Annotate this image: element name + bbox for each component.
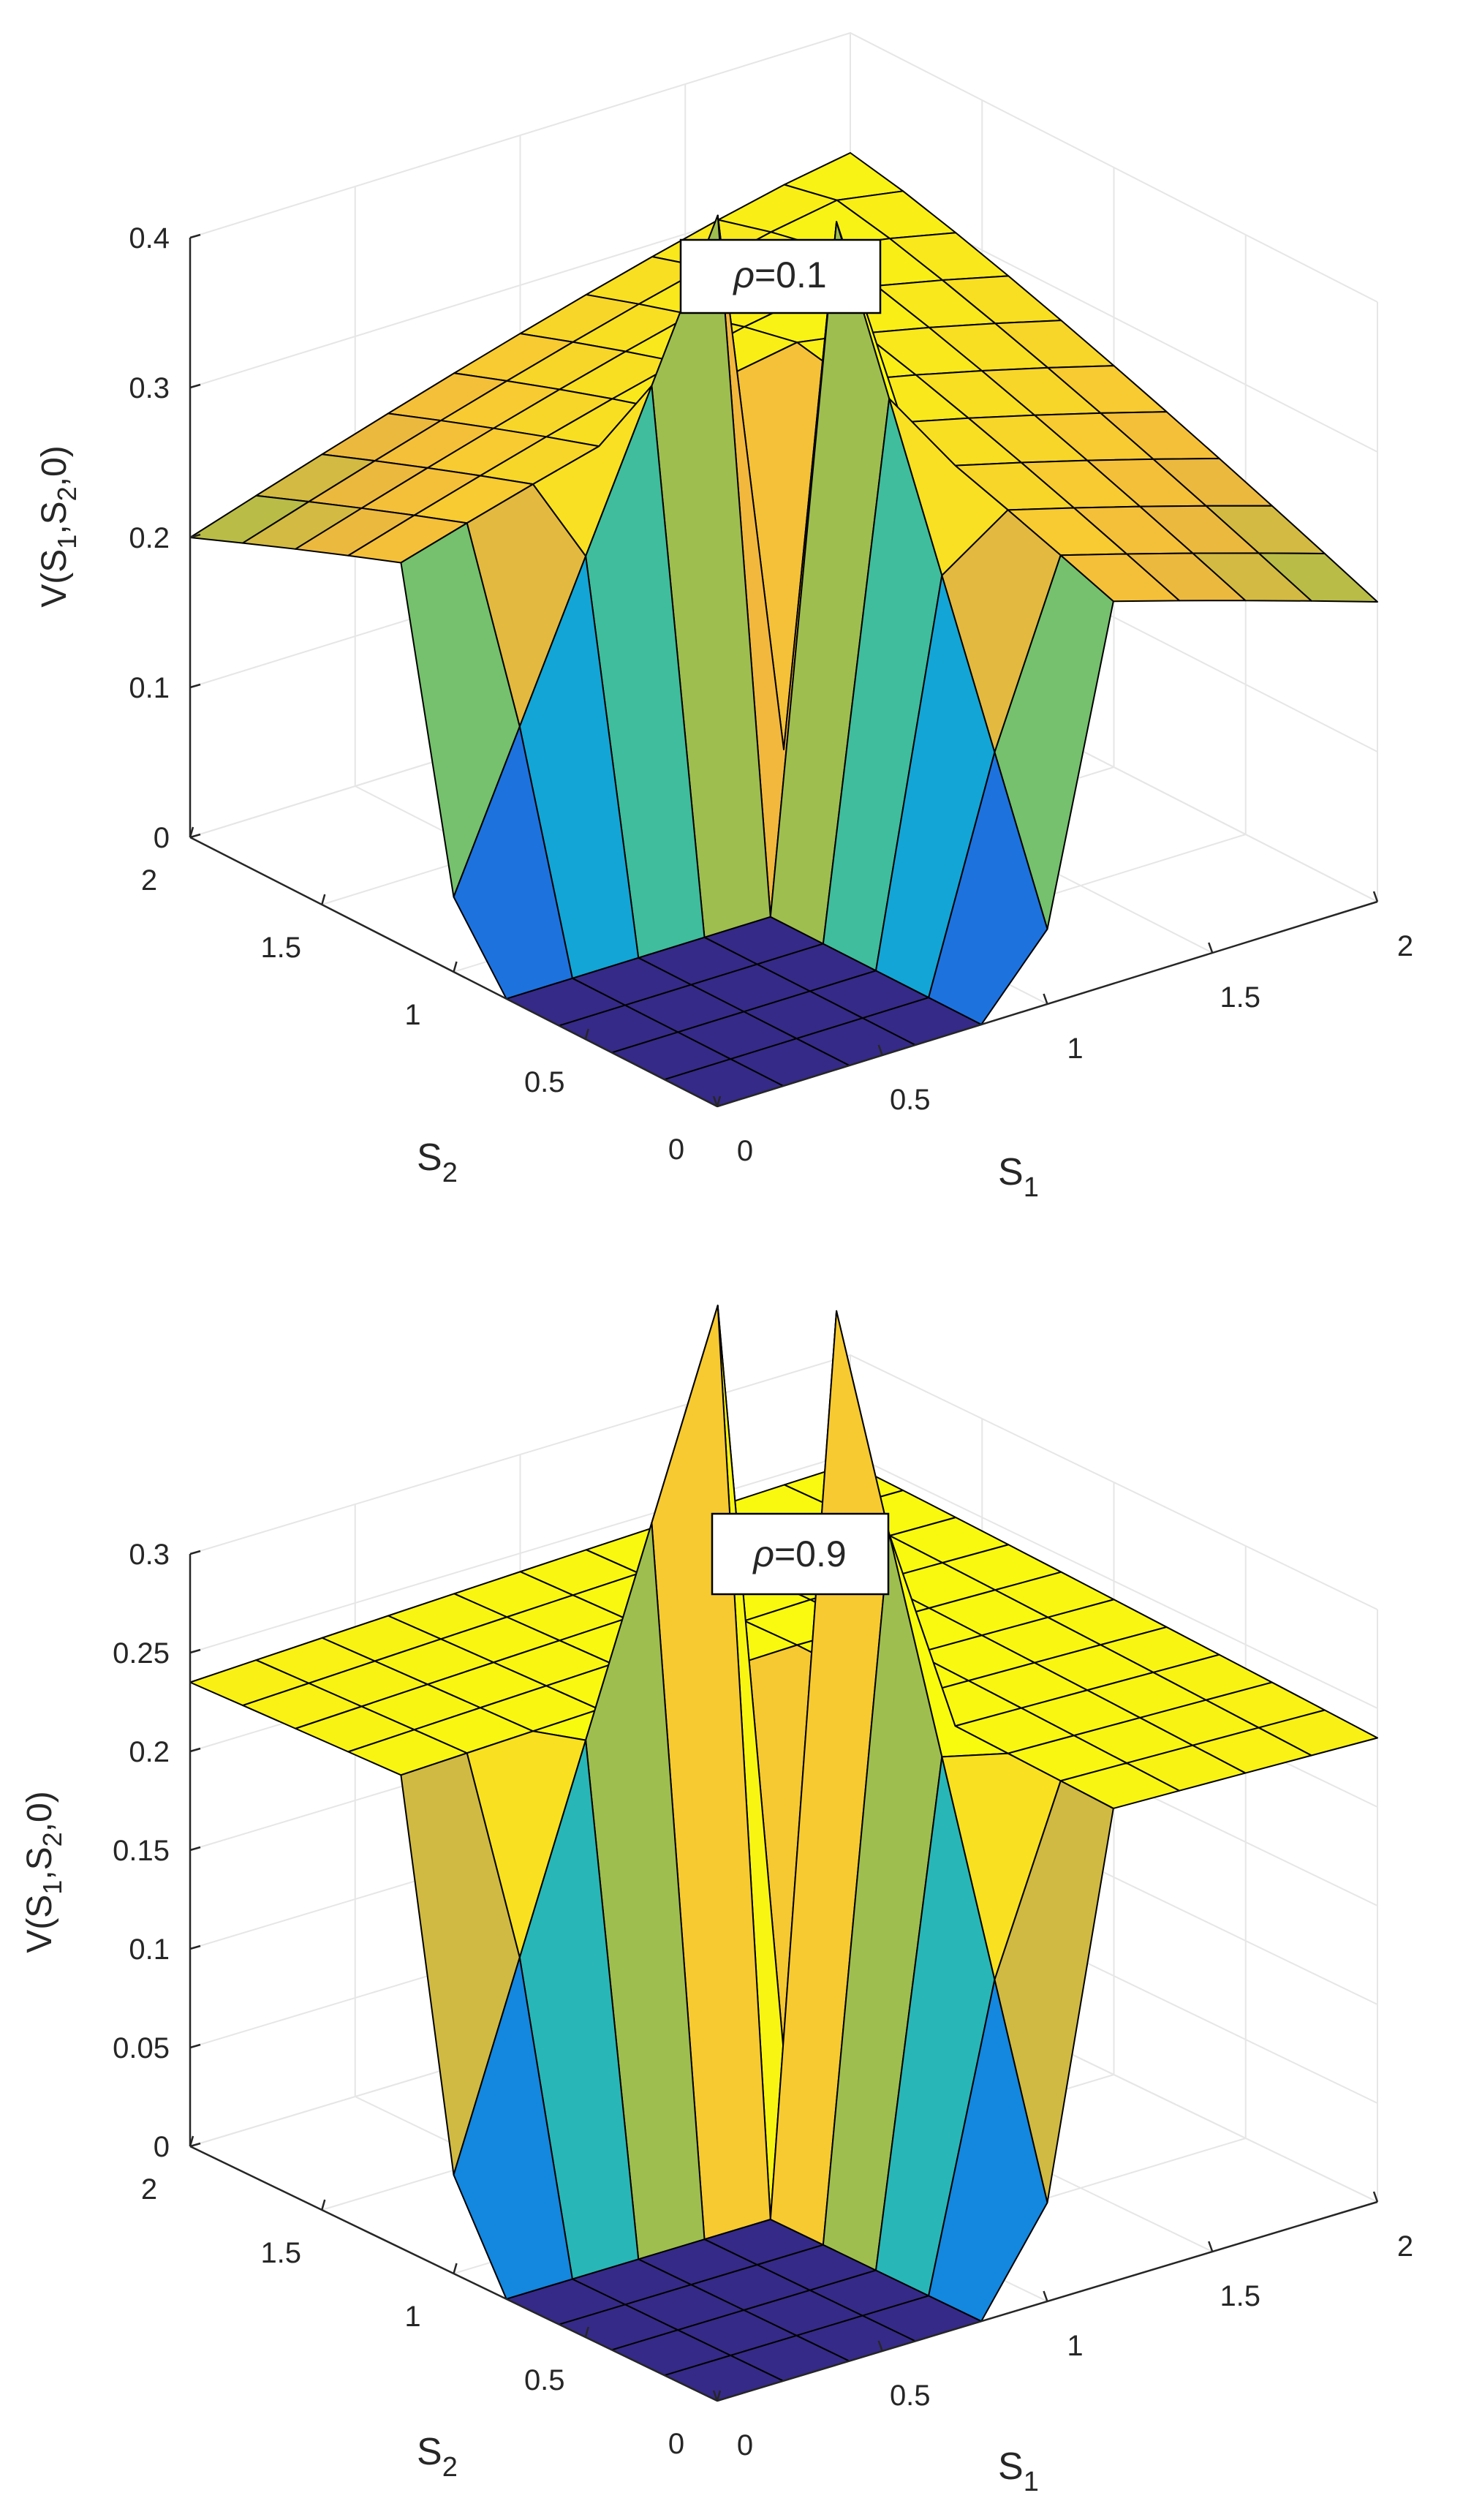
x-tick — [1372, 2191, 1379, 2203]
z-tick — [189, 383, 201, 389]
z-tick — [189, 1846, 201, 1852]
z-tick — [189, 233, 201, 239]
y-tick — [321, 894, 326, 905]
z-axis-2: 0 0.05 0.1 0.15 0.2 0.25 0.3 — [113, 1539, 201, 2163]
surface-1 — [189, 152, 1378, 1107]
y-tick — [189, 826, 194, 838]
z-tick — [189, 1944, 201, 1950]
y-tick-label: 2 — [141, 864, 157, 897]
y-tick — [716, 2390, 722, 2402]
x-tick-label: 1 — [1067, 2330, 1083, 2362]
x-tick — [1208, 942, 1214, 954]
z-tick — [189, 1747, 201, 1753]
x-tick-label: 0.5 — [890, 1084, 931, 1116]
z-tick-label: 0 — [154, 822, 170, 854]
x-tick — [1372, 891, 1379, 902]
x-tick-label: 2 — [1397, 930, 1413, 962]
y-tick — [584, 1028, 589, 1040]
z-tick-label: 0.4 — [129, 222, 170, 254]
annotation-frame-1 — [679, 238, 882, 314]
z-tick-label: 0.2 — [129, 522, 170, 554]
z-tick-label: 0.2 — [129, 1736, 170, 1768]
x-tick — [712, 2390, 719, 2402]
y-tick — [189, 2135, 194, 2147]
y-tick-label: 0.5 — [524, 1066, 565, 1098]
x-axis-1: 0 0.5 1 1.5 2 — [712, 891, 1413, 1167]
x-axis-2: 0 0.5 1 1.5 2 — [712, 2191, 1413, 2461]
y-tick — [453, 961, 458, 973]
annotation-text-1: ρ=0.1 — [732, 254, 826, 295]
y-tick-label: 0.5 — [524, 2364, 565, 2396]
z-axis-title-1: V(S1,S2,0) — [35, 445, 82, 607]
z-tick — [189, 533, 201, 539]
x-axis-title-1: S1 — [998, 1151, 1039, 1203]
x-tick — [1043, 993, 1048, 1005]
x-axis-title-2: S1 — [998, 2445, 1039, 2497]
y-tick-label: 1 — [404, 999, 420, 1031]
y-tick-label: 0 — [668, 2428, 684, 2460]
y-axis-title-1: S2 — [417, 1136, 458, 1188]
z-tick — [189, 1550, 201, 1555]
surface-plot-rho-0-1: 00.10.20.30.4 00.511.52 00.511.52 ρ=0.1 … — [35, 31, 1413, 1203]
x-tick-label: 1.5 — [1220, 2280, 1260, 2312]
z-tick — [189, 1648, 201, 1654]
z-tick — [189, 2043, 201, 2049]
y-axis-2: 0 0.5 1 1.5 2 — [141, 2135, 722, 2460]
y-tick-label: 1.5 — [260, 932, 301, 964]
z-tick-label: 0 — [154, 2131, 170, 2163]
annotation-box-2: ρ=0.9 — [711, 1512, 890, 1596]
z-tick — [189, 683, 201, 689]
z-tick-label: 0.3 — [129, 1539, 170, 1571]
x-tick-label: 1 — [1067, 1033, 1083, 1065]
z-tick-label: 0.15 — [113, 1835, 170, 1867]
z-tick-label: 0.1 — [129, 1934, 170, 1966]
y-tick — [453, 2263, 458, 2274]
x-tick — [877, 1044, 883, 1056]
surface-plot-rho-0-9: 0 0.05 0.1 0.15 0.2 0.25 0.3 0 0.5 1 1.5 2 0 0.5 1 1.… — [20, 1305, 1413, 2497]
x-tick — [1208, 2241, 1214, 2252]
annotation-box-1: ρ=0.1 — [679, 238, 882, 314]
z-tick — [189, 2142, 201, 2148]
y-axis-title-2: S2 — [417, 2431, 458, 2483]
z-tick-label: 0.25 — [113, 1637, 170, 1670]
x-tick-label: 0.5 — [890, 2380, 931, 2412]
x-tick — [877, 2340, 883, 2352]
z-tick-label: 0.3 — [129, 372, 170, 404]
y-tick-label: 2 — [141, 2173, 157, 2206]
annotation-frame-2 — [711, 1512, 890, 1596]
y-tick — [321, 2199, 326, 2211]
annotation-text-2: ρ=0.9 — [752, 1533, 846, 1574]
x-tick — [1043, 2290, 1048, 2302]
y-tick — [716, 1095, 722, 1107]
x-tick-label: 1.5 — [1220, 981, 1260, 1014]
z-axis-title-2: V(S1,S2,0) — [20, 1791, 67, 1953]
x-tick-label: 0 — [737, 1135, 753, 1167]
y-tick-label: 1 — [404, 2301, 420, 2333]
y-tick-label: 0 — [668, 1133, 684, 1166]
z-tick — [189, 833, 201, 839]
surface-2 — [189, 1305, 1378, 2402]
z-axis-1: 0 0.1 0.2 0.3 0.4 — [129, 222, 201, 854]
x-tick-label: 0 — [737, 2429, 753, 2461]
x-tick — [712, 1095, 719, 1107]
z-tick-label: 0.05 — [113, 2032, 170, 2064]
x-tick-label: 2 — [1397, 2230, 1413, 2263]
y-axis-1: 0 0.5 1 1.5 2 — [141, 826, 722, 1166]
z-tick-label: 0.1 — [129, 672, 170, 704]
y-tick — [584, 2326, 589, 2338]
y-tick-label: 1.5 — [260, 2237, 301, 2269]
